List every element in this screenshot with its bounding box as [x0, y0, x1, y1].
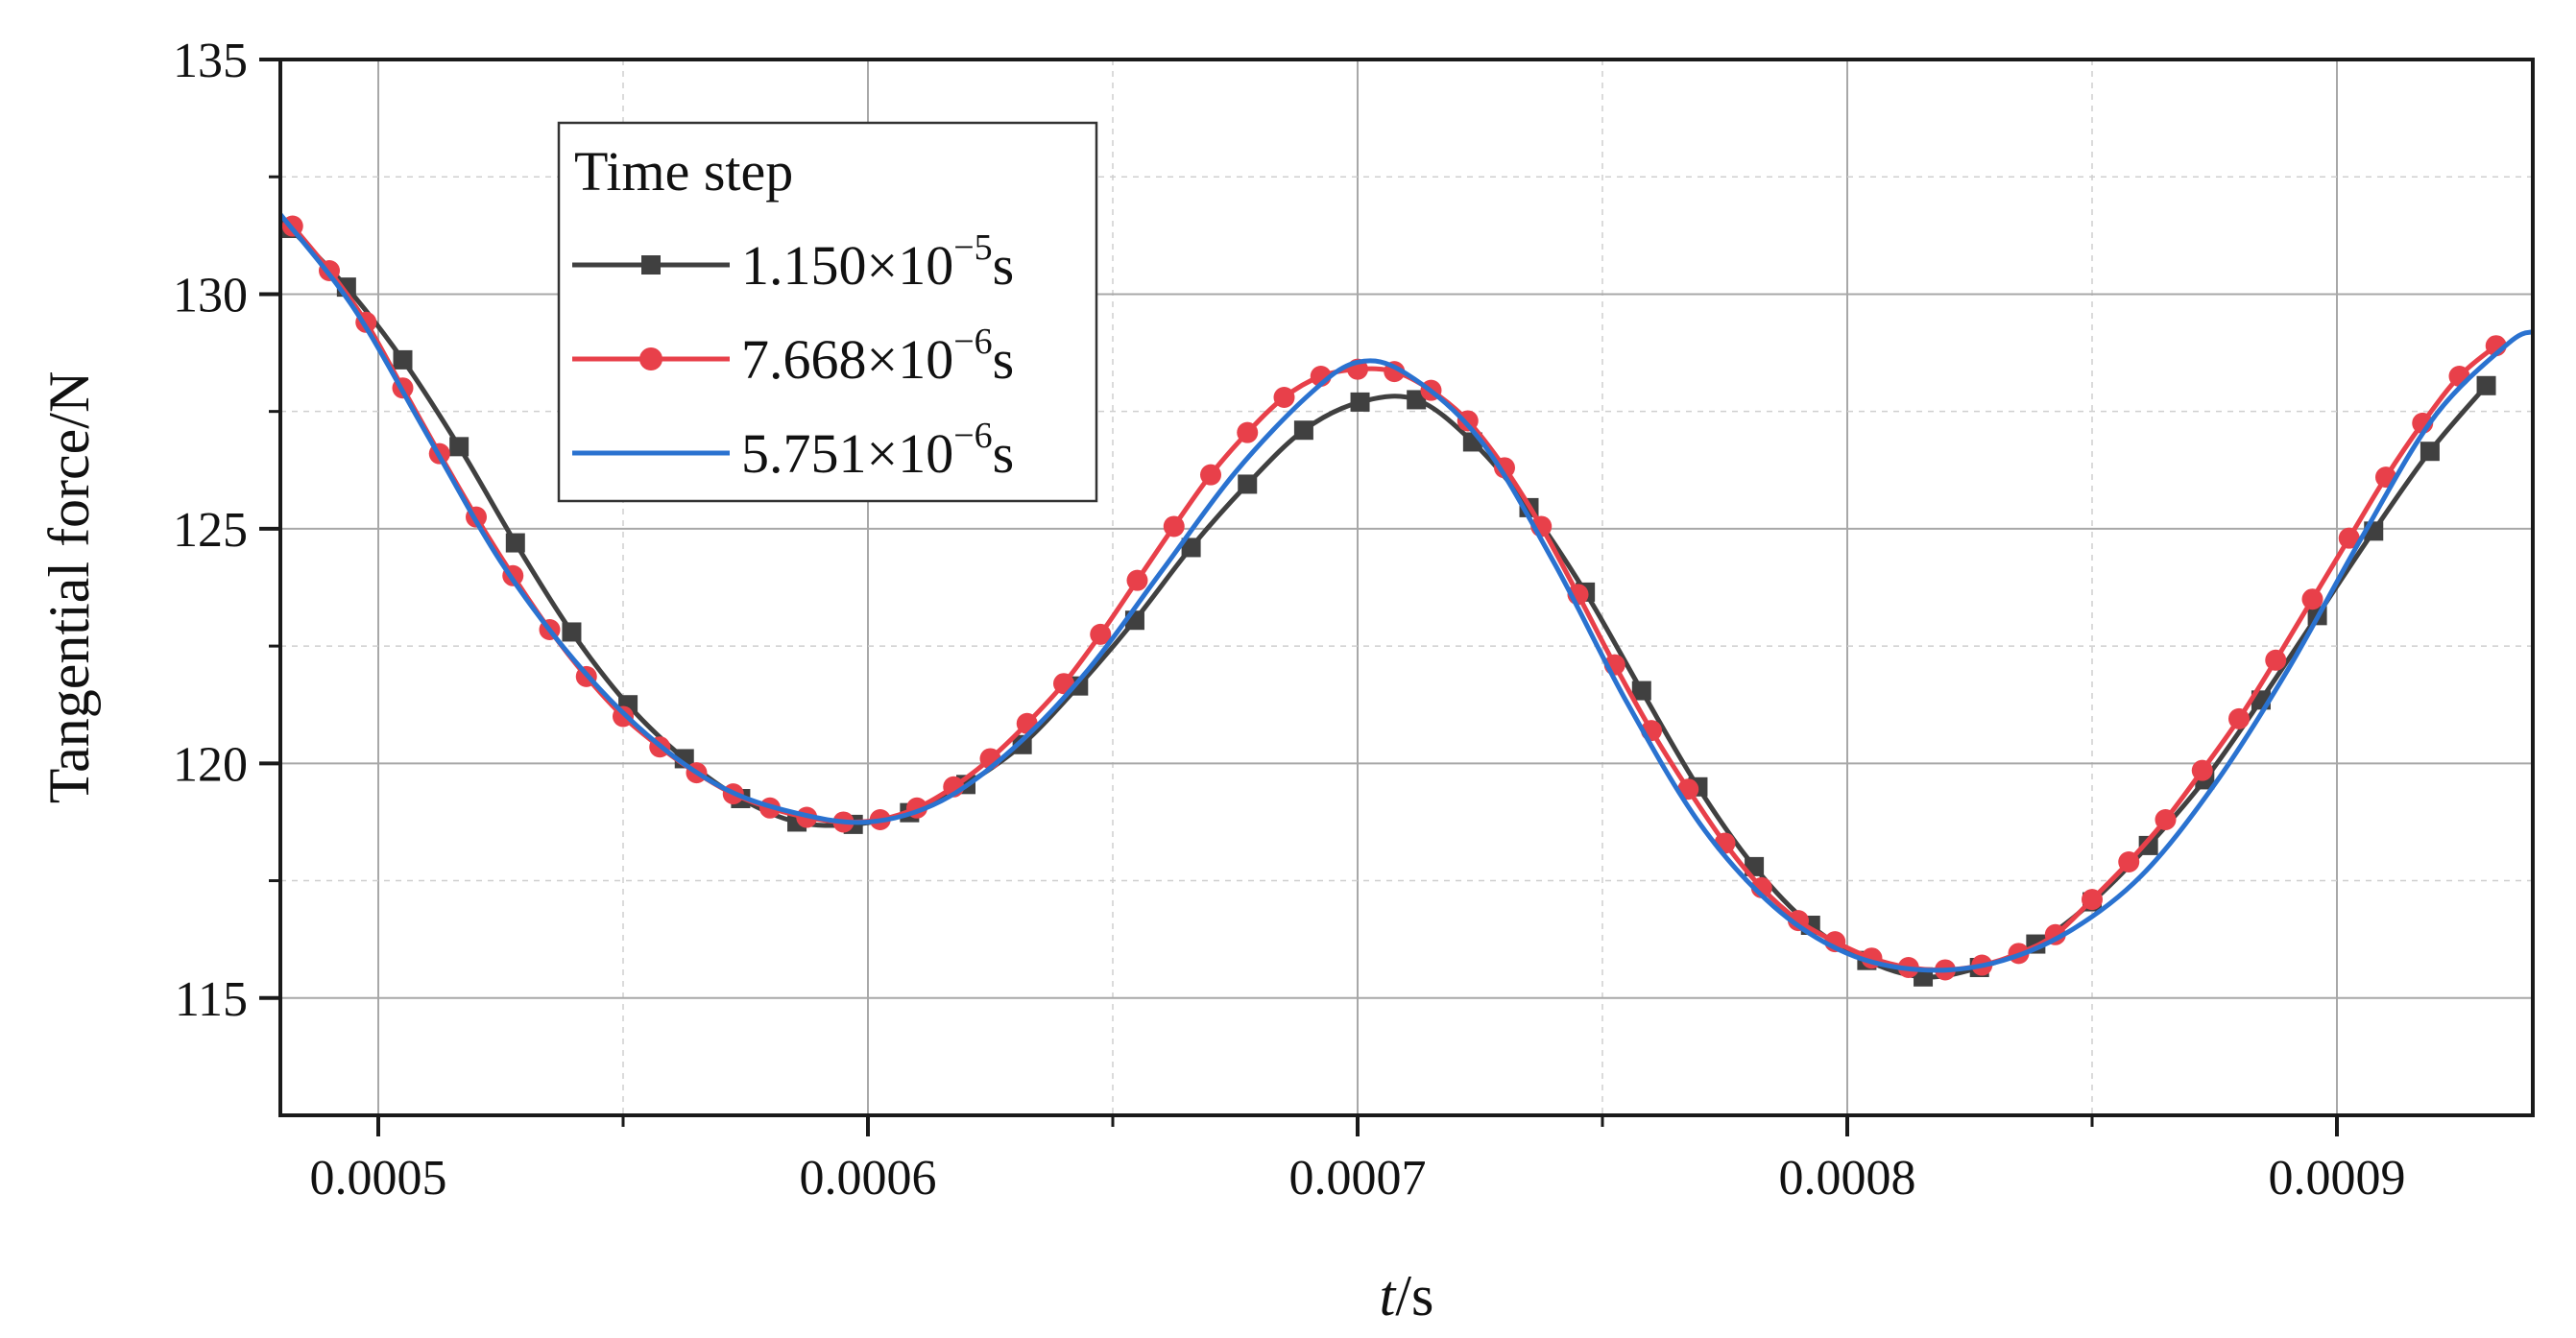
data-point [2338, 527, 2360, 549]
data-point [2118, 851, 2140, 872]
data-point [1788, 910, 1809, 932]
series-3 [278, 212, 2535, 973]
legend-label-series-2: 7.668×10−6s [741, 322, 1014, 391]
data-point [2301, 588, 2323, 610]
data-point [1126, 569, 1148, 591]
x-tick-label: 0.0007 [1289, 1151, 1427, 1206]
legend-title: Time step [574, 140, 793, 203]
data-point [1163, 515, 1185, 538]
x-axis-title: t/s [1380, 1264, 1434, 1327]
y-tick-label: 125 [173, 503, 248, 558]
y-axis-title: Tangential force/N [37, 371, 101, 804]
x-tick-label: 0.0005 [310, 1151, 447, 1206]
data-point [449, 437, 469, 457]
data-point [2420, 442, 2440, 462]
data-point [1407, 390, 1427, 410]
y-tick-label: 120 [173, 737, 248, 792]
y-tick-label: 130 [173, 268, 248, 323]
x-tick-label: 0.0008 [1779, 1151, 1916, 1206]
legend-label-series-3: 5.751×10−6s [741, 416, 1014, 485]
data-point [1494, 457, 1515, 479]
series-layer [278, 212, 2535, 987]
data-point [2228, 707, 2250, 729]
data-point [562, 622, 582, 642]
data-point [1457, 410, 1479, 432]
data-point [393, 349, 413, 370]
data-point [2138, 835, 2158, 855]
x-axis-title-unit: /s [1395, 1264, 1433, 1327]
series-3-line [278, 212, 2535, 973]
data-point [1238, 474, 1258, 494]
data-point [2265, 649, 2287, 671]
data-point [1293, 420, 1313, 441]
data-point [2191, 759, 2213, 781]
x-tick-label: 0.0006 [800, 1151, 937, 1206]
data-point [2476, 375, 2496, 395]
data-point [1350, 392, 1370, 412]
data-point [1631, 681, 1651, 701]
data-point [505, 533, 525, 553]
y-tick-label: 115 [175, 972, 248, 1027]
data-point [1012, 734, 1032, 754]
x-tick-label: 0.0009 [2269, 1151, 2406, 1206]
data-point [1200, 464, 1221, 486]
legend-label-series-1: 1.150×10−5s [741, 227, 1014, 297]
data-point [1090, 623, 1112, 645]
axis-ticks: 0.0005 0.0006 0.0007 0.0008 0.0009 115 120 125 1… [173, 34, 2406, 1206]
y-tick-label: 135 [173, 34, 248, 88]
data-point [1273, 387, 1295, 408]
legend: Time step 1.150×10−5s 7.668×10−6s 5.751×… [557, 121, 1098, 503]
data-point [2155, 809, 2177, 830]
x-axis-title-variable: t [1380, 1264, 1397, 1327]
data-point [1237, 421, 1259, 443]
legend-box [557, 121, 1098, 503]
legend-marker-series-1 [641, 255, 661, 275]
data-point [2082, 889, 2103, 911]
legend-marker-series-2 [639, 347, 662, 370]
plot-frame [278, 58, 2535, 1117]
data-point [1181, 538, 1201, 558]
data-point [613, 705, 634, 728]
